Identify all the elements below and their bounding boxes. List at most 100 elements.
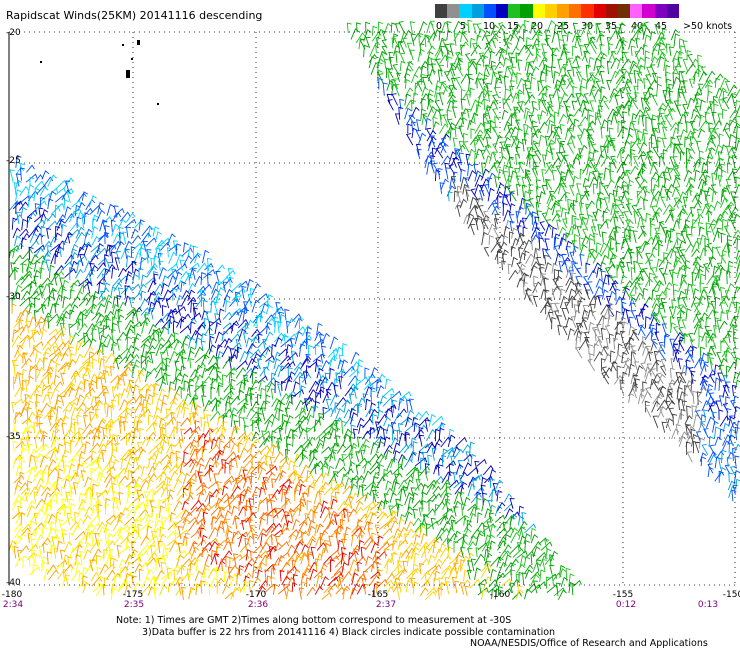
wind-barb <box>411 127 418 139</box>
wind-barb <box>616 147 625 159</box>
wind-barb <box>706 160 712 173</box>
wind-barb <box>651 42 661 55</box>
wind-barb <box>555 210 561 223</box>
wind-barb <box>260 532 267 546</box>
wind-barb <box>464 186 470 198</box>
wind-barb <box>557 315 563 327</box>
wind-barb <box>321 446 332 454</box>
wind-barb <box>243 374 249 386</box>
wind-barb <box>367 528 373 538</box>
wind-barb <box>33 269 41 280</box>
wind-barb <box>196 507 206 519</box>
wind-barb <box>405 416 413 427</box>
wind-barb <box>34 350 42 363</box>
wind-barb <box>553 24 560 35</box>
wind-barb <box>629 60 637 70</box>
wind-barb <box>208 427 214 442</box>
wind-barb <box>411 567 421 579</box>
wind-barb <box>246 357 256 370</box>
wind-barb <box>376 409 384 420</box>
wind-barb <box>230 586 240 600</box>
wind-barb <box>652 206 663 218</box>
wind-barb <box>442 129 452 139</box>
wind-barb <box>608 333 614 344</box>
wind-barb <box>42 217 50 229</box>
wind-barb <box>727 323 737 335</box>
wind-barb <box>41 384 48 398</box>
wind-barb <box>604 325 611 335</box>
wind-barb <box>475 129 484 139</box>
wind-barb <box>286 333 297 342</box>
wind-barb <box>595 64 605 77</box>
wind-barb <box>153 407 162 420</box>
wind-barb <box>658 308 664 321</box>
wind-barb <box>406 555 413 567</box>
wind-barb <box>221 444 230 456</box>
wind-barb <box>145 436 154 447</box>
wind-barb <box>689 136 695 146</box>
wind-barb <box>411 492 419 504</box>
wind-barb <box>243 298 253 309</box>
wind-barb <box>674 65 680 76</box>
wind-barb <box>150 257 156 271</box>
wind-barb <box>654 331 660 342</box>
wind-barb <box>32 344 38 356</box>
wind-barb <box>534 216 540 230</box>
wind-barb <box>715 144 723 155</box>
wind-barb <box>622 140 631 154</box>
wind-barb <box>161 516 167 530</box>
wind-barb <box>42 464 51 474</box>
wind-barb <box>96 342 106 355</box>
wind-barb <box>501 260 507 271</box>
wind-barb <box>476 101 484 113</box>
wind-barb <box>596 66 602 76</box>
wind-barb <box>141 585 152 595</box>
wind-barb <box>572 118 580 132</box>
wind-barb <box>642 336 648 349</box>
wind-barb <box>599 70 605 85</box>
wind-barb <box>69 210 78 223</box>
wind-barb <box>269 456 275 468</box>
wind-barb <box>252 313 263 323</box>
wind-barb <box>158 388 166 400</box>
wind-barb <box>711 284 717 295</box>
wind-barb <box>446 56 453 68</box>
wind-barb <box>526 205 533 218</box>
wind-barb <box>579 116 589 125</box>
wind-barb <box>208 494 215 505</box>
wind-barb <box>192 398 198 411</box>
wind-barb <box>446 449 455 460</box>
wind-barb <box>90 497 96 510</box>
wind-barb <box>11 401 17 413</box>
wind-barb <box>572 55 581 65</box>
wind-barb <box>231 505 238 516</box>
wind-barb <box>342 433 351 447</box>
wind-barb <box>676 316 683 327</box>
wind-barb <box>189 321 196 334</box>
wind-barb <box>509 582 515 594</box>
wind-barb <box>502 235 509 246</box>
wind-barb <box>97 539 103 552</box>
wind-barb <box>652 279 663 292</box>
wind-barb <box>650 64 657 77</box>
wind-barb <box>685 155 694 168</box>
wind-barb <box>621 301 627 315</box>
wind-barb <box>277 554 285 566</box>
wind-barb <box>382 535 395 545</box>
wind-barb <box>194 346 204 358</box>
wind-barb <box>249 387 255 400</box>
wind-barb <box>576 267 583 278</box>
wind-barb <box>69 439 75 454</box>
wind-barb <box>581 317 588 330</box>
wind-barb <box>482 46 493 58</box>
wind-barb <box>85 267 96 280</box>
wind-barb <box>630 351 636 364</box>
wind-barb <box>81 567 89 580</box>
wind-barb <box>288 533 296 544</box>
wind-barb <box>20 527 31 538</box>
wind-barb <box>610 360 618 372</box>
wind-barb <box>195 502 206 512</box>
wind-barb <box>521 176 527 188</box>
wind-barb <box>266 508 277 517</box>
wind-barb <box>251 419 257 432</box>
